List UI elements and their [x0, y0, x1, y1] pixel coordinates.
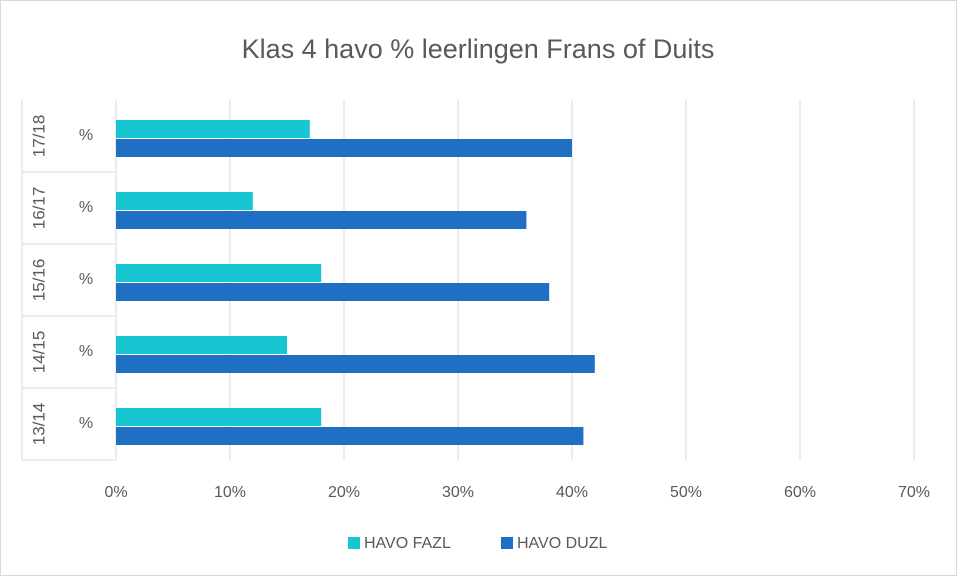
legend-swatch: [501, 537, 513, 549]
bar: [116, 264, 322, 282]
category-label: 17/18: [29, 115, 48, 158]
subcategory-label: %: [79, 127, 93, 144]
subcategory-label: %: [79, 343, 93, 360]
bar: [116, 355, 595, 373]
category-label: 16/17: [29, 187, 48, 230]
category-label: 13/14: [29, 403, 48, 446]
x-tick-label: 20%: [328, 484, 360, 501]
bar: [116, 139, 572, 157]
category-label: 14/15: [29, 331, 48, 374]
bar: [116, 283, 550, 301]
x-tick-label: 40%: [556, 484, 588, 501]
subcategory-label: %: [79, 415, 93, 432]
legend-label: HAVO DUZL: [517, 535, 607, 552]
bar: [116, 211, 527, 229]
x-tick-label: 0%: [104, 484, 127, 501]
bar: [116, 408, 322, 426]
subcategory-label: %: [79, 271, 93, 288]
bar: [116, 336, 287, 354]
chart-title: Klas 4 havo % leerlingen Frans of Duits: [242, 34, 715, 64]
bar: [116, 120, 310, 138]
x-tick-label: 60%: [784, 484, 816, 501]
legend-label: HAVO FAZL: [364, 535, 451, 552]
x-tick-label: 10%: [214, 484, 246, 501]
subcategory-label: %: [79, 199, 93, 216]
legend-swatch: [348, 537, 360, 549]
x-tick-label: 50%: [670, 484, 702, 501]
bar: [116, 192, 253, 210]
bar: [116, 427, 584, 445]
x-tick-label: 30%: [442, 484, 474, 501]
x-tick-label: 70%: [898, 484, 930, 501]
category-label: 15/16: [29, 259, 48, 302]
